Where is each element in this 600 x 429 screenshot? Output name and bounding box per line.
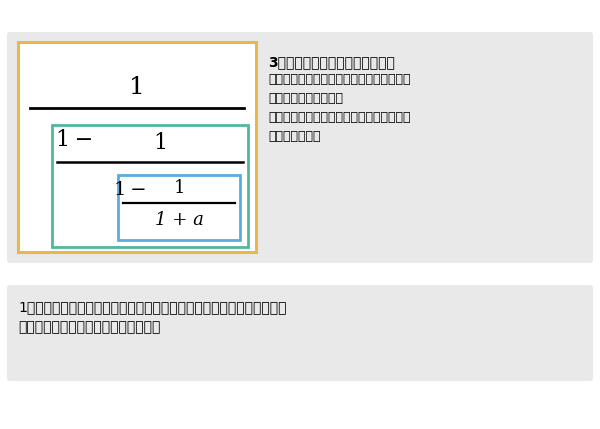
FancyBboxPatch shape	[7, 32, 593, 263]
Text: 割り算に戻すときは、外側から順に割り算: 割り算に戻すときは、外側から順に割り算	[268, 73, 410, 86]
Bar	[118, 175, 240, 240]
Text: 3つの分数式からできた繁分数式: 3つの分数式からできた繁分数式	[268, 55, 395, 69]
Text: 1: 1	[173, 179, 185, 197]
Text: に戻していくと良い。: に戻していくと良い。	[268, 92, 343, 105]
FancyBboxPatch shape	[7, 285, 593, 381]
Text: 1つずつ順に割り算に戻していけば間違うことはない。対応する分母と: 1つずつ順に割り算に戻していけば間違うことはない。対応する分母と	[18, 300, 287, 314]
Text: から処理する。: から処理する。	[268, 130, 320, 143]
Text: 分子を使って割り算に戻していこう。: 分子を使って割り算に戻していこう。	[18, 320, 160, 334]
Text: 1: 1	[129, 76, 145, 100]
Text: 1 + a: 1 + a	[155, 211, 203, 229]
Bar	[52, 125, 248, 247]
Bar	[18, 42, 256, 252]
Text: また、計算するときは、一番内側の分数式: また、計算するときは、一番内側の分数式	[268, 111, 410, 124]
Text: 1 −: 1 −	[113, 181, 146, 199]
Text: 1 −: 1 −	[56, 129, 94, 151]
Text: 1: 1	[153, 132, 167, 154]
